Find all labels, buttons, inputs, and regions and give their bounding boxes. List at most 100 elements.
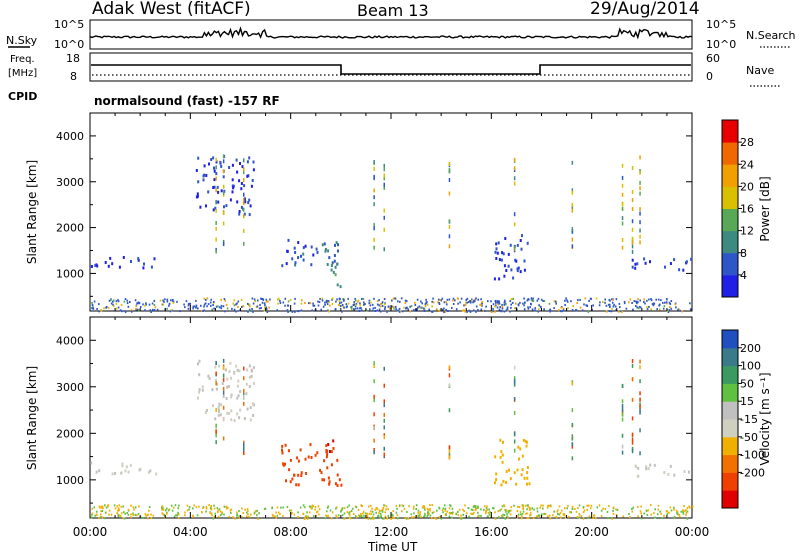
streak-point: [243, 192, 245, 197]
ground-scatter-point: [417, 512, 420, 514]
streak-point: [639, 155, 641, 160]
ground-scatter-point: [511, 301, 514, 304]
ground-scatter-point: [531, 507, 533, 510]
ground-scatter-point: [417, 306, 419, 309]
panel-frame: [89, 112, 693, 312]
ground-scatter-point: [608, 310, 611, 312]
ground-scatter-point: [392, 305, 395, 308]
ground-scatter-point: [135, 305, 137, 308]
data-point: [649, 463, 652, 467]
data-point: [525, 440, 528, 444]
ground-scatter-point: [650, 513, 652, 516]
ground-scatter-point: [223, 513, 225, 516]
data-point: [238, 212, 241, 216]
ground-scatter-point: [425, 301, 428, 304]
ground-scatter-point: [326, 303, 329, 306]
data-point: [516, 269, 519, 273]
ground-scatter-point: [103, 307, 105, 310]
ground-scatter-point: [449, 512, 452, 515]
ground-scatter-point: [638, 306, 641, 308]
ground-scatter-point: [336, 298, 338, 301]
ground-scatter-point: [122, 505, 125, 508]
data-point: [653, 463, 656, 467]
ground-scatter-point: [370, 517, 372, 520]
ground-scatter-point: [286, 506, 289, 508]
data-point: [643, 257, 646, 261]
ground-scatter-point: [153, 304, 156, 306]
ground-scatter-point: [550, 505, 552, 508]
ground-scatter-point: [665, 298, 668, 301]
ground-scatter-point: [495, 299, 497, 302]
ground-scatter-point: [437, 298, 440, 301]
streak-point: [243, 388, 245, 393]
ground-scatter-point: [429, 514, 432, 517]
ground-scatter-point: [412, 309, 415, 312]
streak-point: [383, 215, 385, 220]
data-point: [509, 477, 512, 481]
ground-scatter-point: [543, 308, 545, 311]
data-point: [215, 172, 218, 176]
ground-scatter-point: [424, 514, 426, 517]
ground-scatter-point: [474, 505, 477, 508]
ground-scatter-point: [685, 513, 687, 516]
ground-scatter-point: [237, 305, 239, 308]
ground-scatter-point: [297, 310, 300, 313]
n-sky-series: [89, 26, 693, 40]
ground-scatter-point: [527, 517, 530, 519]
colorbar-tick-label: 16: [740, 203, 754, 216]
streak-point: [383, 163, 385, 168]
data-point: [334, 265, 337, 269]
ground-scatter-point: [435, 517, 437, 520]
ground-scatter-point: [689, 506, 691, 509]
ground-scatter-point: [472, 505, 475, 508]
ground-scatter-point: [93, 300, 96, 303]
ground-scatter-point: [564, 516, 567, 519]
ground-scatter-point: [458, 508, 461, 511]
colorbar-tick-label: 20: [740, 180, 754, 193]
ground-scatter-point: [466, 297, 469, 300]
ground-scatter-point: [317, 300, 319, 303]
ground-scatter-point: [342, 298, 344, 300]
ground-scatter-point: [457, 302, 459, 305]
streak-point: [243, 158, 245, 163]
ground-scatter-point: [100, 309, 103, 312]
data-point: [213, 169, 216, 173]
data-point: [198, 390, 201, 394]
ground-scatter-point: [235, 310, 237, 313]
data-point: [319, 468, 322, 472]
streak-point: [373, 176, 375, 181]
ground-scatter-point: [514, 307, 516, 310]
data-point: [508, 468, 510, 472]
colorbar-tick-label: -15: [740, 413, 758, 426]
ground-scatter-point: [347, 302, 350, 305]
colorbar-tick-label: 100: [740, 360, 761, 373]
ground-scatter-point: [477, 515, 479, 518]
ground-scatter-point: [602, 507, 604, 510]
ground-scatter-point: [405, 300, 408, 303]
data-point: [512, 276, 515, 280]
streak-point: [243, 442, 245, 447]
streak-point: [639, 391, 641, 396]
ground-scatter-point: [150, 513, 152, 516]
ground-scatter-point: [646, 308, 649, 311]
noise-left-tick-bottom: 10^0: [54, 38, 84, 51]
data-point: [288, 468, 291, 472]
data-point: [336, 484, 339, 487]
streak-point: [631, 359, 634, 363]
data-point: [287, 238, 290, 242]
streak-point: [373, 364, 375, 369]
ground-scatter-point: [231, 307, 233, 310]
ground-scatter-point: [110, 513, 113, 516]
ground-scatter-point: [428, 308, 430, 311]
streak-point: [243, 241, 245, 246]
data-point: [501, 460, 504, 464]
ground-scatter-point: [314, 508, 316, 511]
ground-scatter-point: [341, 508, 343, 511]
ground-scatter-point: [148, 303, 151, 306]
ground-scatter-point: [213, 307, 215, 310]
ground-scatter-point: [152, 514, 155, 517]
data-point: [223, 205, 225, 209]
streak-point: [621, 399, 624, 404]
ground-scatter-point: [612, 298, 614, 301]
streak-point: [215, 221, 217, 225]
